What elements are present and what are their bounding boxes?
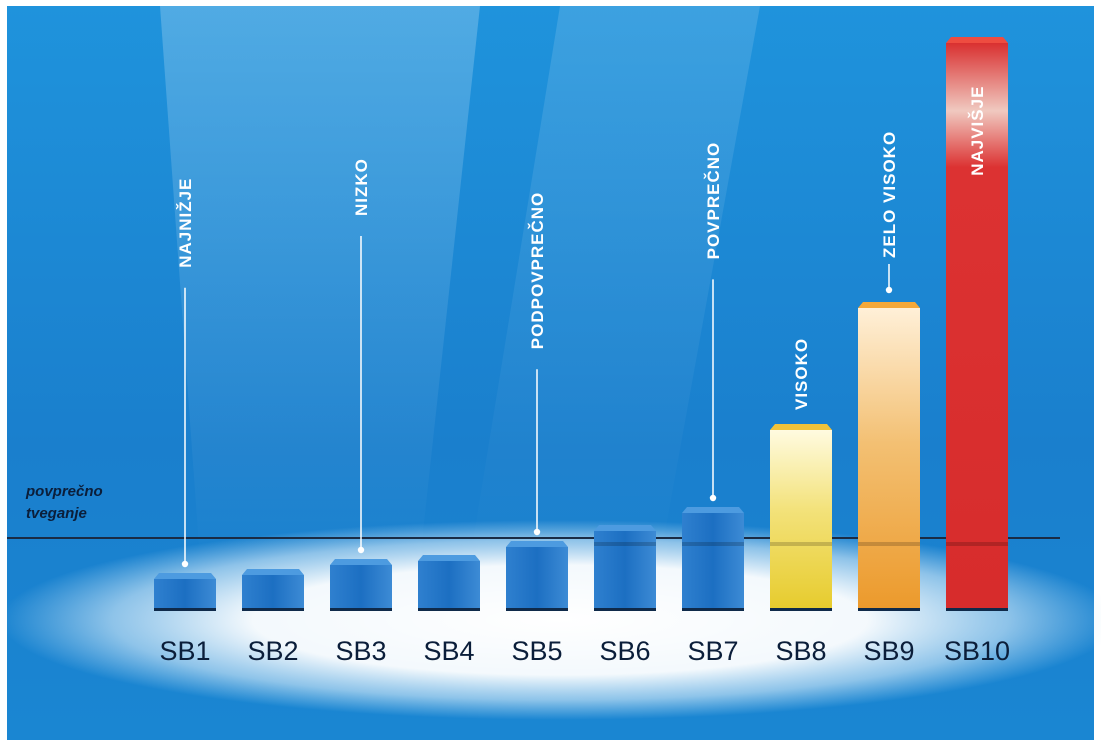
bar-base bbox=[594, 608, 656, 611]
x-tick-label: SB2 bbox=[247, 636, 298, 666]
bar-reference-shadow bbox=[770, 542, 832, 546]
risk-level-label: PODPOVPREČNO bbox=[528, 192, 547, 349]
bar-body bbox=[330, 565, 392, 608]
bar-body bbox=[770, 430, 832, 608]
x-tick-label: SB9 bbox=[863, 636, 914, 666]
label-connector-dot bbox=[533, 528, 541, 536]
light-beam bbox=[160, 6, 480, 560]
label-connector-dot bbox=[357, 546, 365, 554]
bar-cap bbox=[242, 569, 304, 575]
bar-cap bbox=[506, 541, 568, 547]
bar-body bbox=[594, 531, 656, 608]
bar-cap bbox=[418, 555, 480, 561]
x-tick-label: SB3 bbox=[335, 636, 386, 666]
bar-sb3 bbox=[330, 559, 392, 611]
risk-level-label: ZELO VISOKO bbox=[880, 131, 899, 258]
bar-base bbox=[946, 608, 1008, 611]
bar-cap bbox=[858, 302, 920, 308]
bar-sb9 bbox=[858, 302, 920, 611]
bar-sb7 bbox=[682, 507, 744, 611]
bar-base bbox=[418, 608, 480, 611]
bar-cap bbox=[682, 507, 744, 513]
bar-base bbox=[242, 608, 304, 611]
x-tick-label: SB7 bbox=[687, 636, 738, 666]
bar-cap bbox=[594, 525, 656, 531]
bar-sb10 bbox=[946, 37, 1008, 611]
x-tick-label: SB6 bbox=[599, 636, 650, 666]
bar-body bbox=[682, 513, 744, 608]
risk-level-label: POVPREČNO bbox=[704, 142, 723, 260]
risk-labels-group: NAJNIŽJE NIZKO PODPOVPREČNO POVPREČNO VISOKO… bbox=[176, 86, 987, 410]
bar-cap bbox=[154, 573, 216, 579]
x-tick-label: SB1 bbox=[159, 636, 210, 666]
bar-base bbox=[330, 608, 392, 611]
average-risk-label-line1: povprečno bbox=[25, 483, 103, 500]
bar-base bbox=[506, 608, 568, 611]
bar-body bbox=[242, 575, 304, 608]
bar-sb5 bbox=[506, 541, 568, 611]
bar-reference-shadow bbox=[594, 542, 656, 546]
category-labels-group: SB1 SB2 SB3 SB4 SB5 SB6 SB7 SB8 SB9 SB10 bbox=[159, 636, 1010, 666]
risk-level-label: VISOKO bbox=[792, 338, 811, 410]
light-beam bbox=[470, 6, 760, 560]
bar-cap bbox=[770, 424, 832, 430]
x-tick-label: SB5 bbox=[511, 636, 562, 666]
bar-reference-shadow bbox=[946, 542, 1008, 546]
x-tick-label: SB8 bbox=[775, 636, 826, 666]
bar-cap bbox=[330, 559, 392, 565]
bar-reference-shadow bbox=[682, 542, 744, 546]
bar-sb2 bbox=[242, 569, 304, 611]
bar-body bbox=[858, 308, 920, 608]
bar-sb6 bbox=[594, 525, 656, 611]
average-risk-label-line2: tveganje bbox=[26, 505, 87, 522]
bar-reference-shadow bbox=[858, 542, 920, 546]
label-connectors-group bbox=[181, 236, 893, 568]
bar-base bbox=[154, 608, 216, 611]
label-connector-dot bbox=[709, 494, 717, 502]
bar-base bbox=[682, 608, 744, 611]
risk-level-label: NAJVIŠJE bbox=[968, 86, 987, 176]
bar-sb8 bbox=[770, 424, 832, 611]
bar-sb4 bbox=[418, 555, 480, 611]
bar-sb1 bbox=[154, 573, 216, 611]
risk-level-label: NIZKO bbox=[352, 158, 371, 216]
x-tick-label: SB10 bbox=[944, 636, 1010, 666]
bar-body bbox=[154, 579, 216, 608]
bar-base bbox=[770, 608, 832, 611]
risk-level-label: NAJNIŽJE bbox=[176, 178, 195, 268]
bar-base bbox=[858, 608, 920, 611]
bar-body bbox=[418, 561, 480, 608]
label-connector-dot bbox=[885, 286, 893, 294]
bar-body bbox=[946, 43, 1008, 608]
bar-body bbox=[506, 547, 568, 608]
x-tick-label: SB4 bbox=[423, 636, 474, 666]
bar-cap bbox=[946, 37, 1008, 43]
bars-group bbox=[154, 37, 1008, 611]
label-connector-dot bbox=[181, 560, 189, 568]
